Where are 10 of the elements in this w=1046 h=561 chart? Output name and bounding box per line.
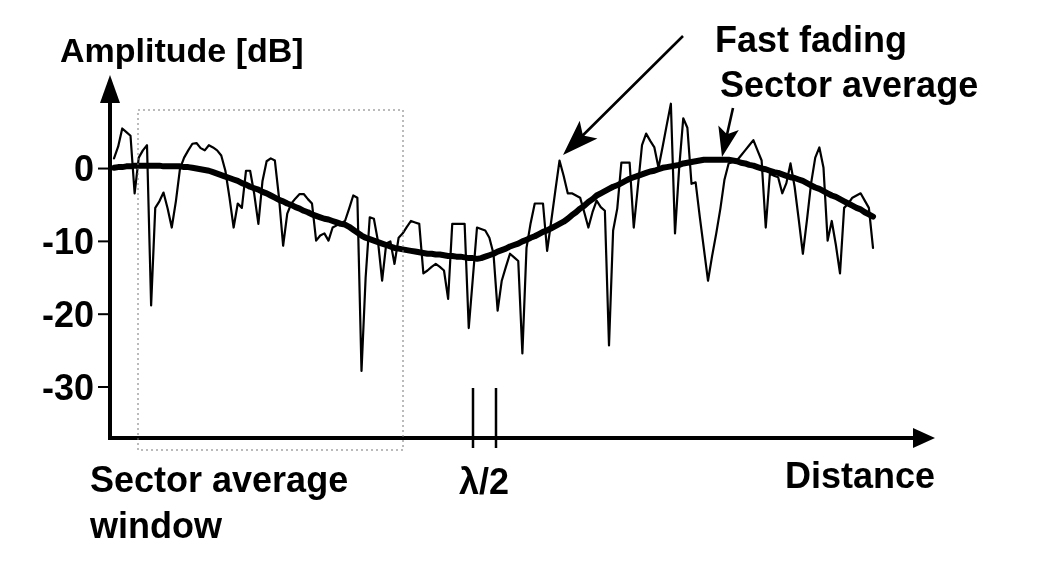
y-axis-title: Amplitude [dB]: [60, 31, 304, 69]
text: Fast fading: [715, 19, 908, 60]
y-tick-label: -30: [41, 366, 94, 408]
text: Sector average window: [89, 459, 349, 546]
text: λ/2: [458, 461, 510, 502]
annotation: Sector average: [720, 64, 979, 105]
y-tick-label: -10: [41, 220, 94, 262]
x-axis-title: Distance: [785, 455, 936, 496]
y-tick-label: -20: [41, 293, 94, 335]
y-tick-label: 0: [73, 148, 94, 190]
